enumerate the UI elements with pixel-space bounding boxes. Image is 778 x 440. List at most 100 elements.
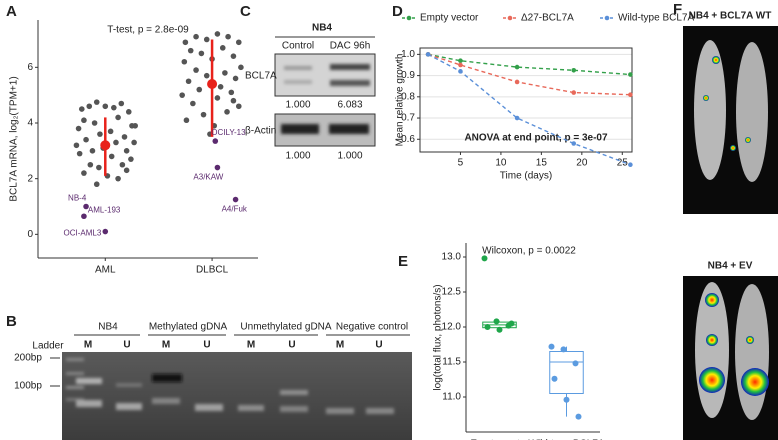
y-axis-label: BCL7A mRNA, log₂(TPM+1) bbox=[9, 76, 20, 201]
point bbox=[123, 167, 130, 174]
panel-letter: D bbox=[392, 3, 403, 20]
group-label: NB4 + BCL7A WT bbox=[689, 11, 772, 22]
series-point bbox=[458, 58, 463, 64]
signal bbox=[712, 56, 720, 64]
series-point bbox=[458, 62, 463, 68]
point bbox=[235, 103, 242, 110]
point bbox=[203, 72, 210, 79]
signal bbox=[703, 95, 709, 101]
mean-point bbox=[207, 79, 218, 90]
point bbox=[200, 111, 207, 118]
series-line bbox=[427, 53, 631, 76]
x-axis-label: Time (days) bbox=[500, 171, 552, 182]
y-tick-label: 0 bbox=[27, 229, 33, 240]
point bbox=[224, 109, 230, 115]
blot-bands bbox=[284, 64, 370, 86]
point bbox=[121, 134, 128, 140]
panel-letter: C bbox=[240, 3, 251, 20]
box bbox=[549, 351, 584, 394]
point bbox=[228, 89, 235, 96]
y-tick-label: 0.8 bbox=[401, 91, 415, 102]
labeled-point bbox=[214, 164, 221, 171]
quant-label: 1.000 bbox=[285, 100, 310, 111]
y-axis-label: log(total flux, photons/s) bbox=[433, 284, 444, 390]
point bbox=[196, 86, 203, 93]
point bbox=[73, 142, 80, 149]
series-point bbox=[425, 52, 431, 57]
lane-label: M bbox=[247, 340, 255, 351]
labeled-point bbox=[212, 138, 219, 144]
point bbox=[230, 53, 237, 59]
panel-letter: A bbox=[6, 3, 17, 20]
point bbox=[182, 39, 189, 46]
series-point bbox=[628, 162, 633, 168]
point bbox=[131, 139, 137, 146]
annotation: T-test, p = 2.8e-09 bbox=[107, 25, 189, 36]
x-tick-label: AML bbox=[95, 265, 116, 276]
point bbox=[193, 67, 199, 73]
legend-label: Δ27-BCL7A bbox=[521, 13, 574, 24]
point bbox=[108, 153, 115, 160]
x-tick-label: 5 bbox=[458, 158, 464, 169]
point bbox=[89, 148, 96, 154]
protein-label: BCL7A bbox=[245, 71, 277, 82]
lane-label: U bbox=[203, 340, 210, 351]
lane-label: M bbox=[336, 340, 344, 351]
point bbox=[111, 104, 117, 111]
point bbox=[102, 103, 109, 110]
point-label: A3/KAW bbox=[193, 173, 223, 182]
series-line bbox=[427, 53, 631, 166]
x-tick-label: DLBCL bbox=[196, 265, 229, 276]
group-label: NB4 bbox=[98, 322, 118, 333]
point bbox=[81, 117, 87, 124]
legend-marker bbox=[604, 15, 610, 21]
blot-image bbox=[274, 53, 376, 97]
gel-bands bbox=[66, 358, 394, 414]
labeled-point bbox=[232, 196, 239, 203]
signal bbox=[746, 336, 754, 344]
group-label: Methylated gDNA bbox=[149, 322, 228, 333]
point-label: A4/Fuk bbox=[222, 205, 248, 214]
series-point bbox=[571, 141, 577, 146]
signal bbox=[741, 368, 769, 396]
point bbox=[113, 139, 119, 146]
x-tick-label: Empty vector bbox=[470, 439, 529, 440]
mean-point bbox=[100, 140, 111, 151]
point bbox=[217, 84, 224, 90]
group-label: NB4 + EV bbox=[708, 261, 753, 272]
x-tick-label: Wild-type BCL7A bbox=[528, 439, 604, 440]
point bbox=[119, 161, 126, 168]
annotation: Wilcoxon, p = 0.0022 bbox=[482, 246, 576, 257]
point bbox=[219, 45, 226, 51]
lane-label: U bbox=[123, 340, 130, 351]
legend-label: Empty vector bbox=[420, 13, 479, 24]
point bbox=[235, 39, 242, 46]
series-point bbox=[514, 79, 520, 85]
y-tick-label: 0.9 bbox=[401, 70, 415, 81]
y-tick-label: 6 bbox=[27, 62, 33, 73]
point bbox=[91, 120, 98, 126]
point bbox=[179, 92, 185, 98]
panel-letter: E bbox=[398, 253, 408, 270]
point bbox=[185, 78, 192, 85]
labeled-point bbox=[83, 203, 89, 210]
quant-label: 1.000 bbox=[285, 151, 310, 162]
point bbox=[97, 131, 103, 137]
point bbox=[481, 255, 488, 262]
y-axis-label: Mean relative growth bbox=[395, 54, 406, 147]
point bbox=[183, 117, 190, 124]
point bbox=[225, 33, 231, 40]
blot-bands bbox=[281, 124, 369, 134]
quant-label: 6.083 bbox=[337, 100, 362, 111]
point bbox=[508, 320, 515, 327]
point bbox=[484, 324, 491, 330]
point-label: AML-193 bbox=[88, 205, 121, 214]
mouse bbox=[736, 42, 768, 182]
point bbox=[96, 164, 102, 171]
x-tick-label: 15 bbox=[536, 158, 548, 169]
signal bbox=[745, 137, 751, 143]
point bbox=[575, 413, 582, 420]
labeled-point bbox=[102, 228, 109, 235]
cell-line: NB4 bbox=[312, 23, 332, 34]
ladder-label: Ladder bbox=[32, 341, 64, 352]
